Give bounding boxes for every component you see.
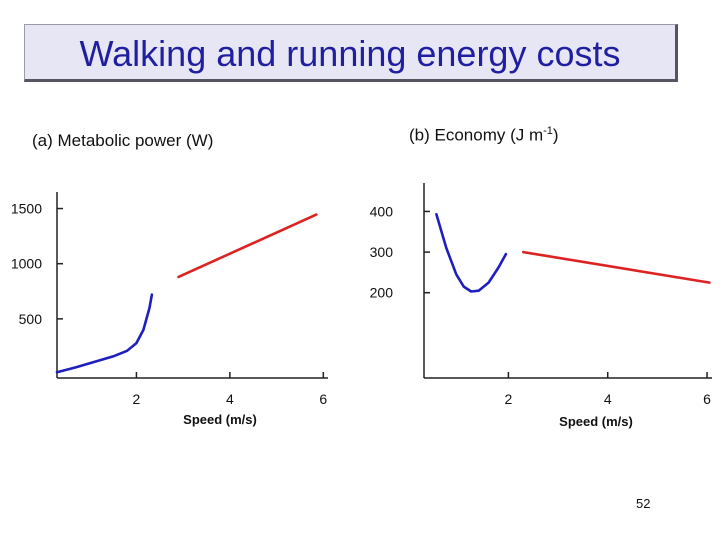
chart-b-title-sup: -1: [543, 125, 553, 137]
chart-b-x-axis-label: Speed (m/s): [559, 414, 633, 429]
chart-b-title: (b) Economy (J m-1): [409, 125, 559, 146]
chart-b-x-tick-label: 4: [604, 391, 612, 407]
chart-b-title-main: (b) Economy (J m: [409, 125, 544, 145]
chart-a-y-tick-label: 1000: [11, 256, 42, 272]
chart-b-y-tick-label: 300: [370, 244, 394, 260]
chart-b-x-tick-label: 2: [505, 391, 513, 407]
chart-b-x-tick-label: 6: [703, 391, 711, 407]
chart-a-x-axis-label: Speed (m/s): [183, 412, 257, 427]
chart-a-x-tick-label: 6: [319, 391, 327, 407]
chart-a-y-tick-label: 500: [19, 311, 43, 327]
chart-b-series-0-line: [435, 213, 508, 293]
title-box: Walking and running energy costs: [24, 24, 678, 82]
chart-b-title-end: ): [552, 125, 559, 145]
slide-title: Walking and running energy costs: [79, 33, 621, 74]
chart-a-x-tick-label: 2: [133, 391, 141, 407]
chart-b-series-1-line: [521, 250, 711, 284]
chart-a-x-tick-label: 4: [226, 391, 234, 407]
chart-a-title: (a) Metabolic power (W): [32, 131, 214, 150]
page-number: 52: [636, 496, 651, 511]
chart-b-y-tick-label: 400: [370, 203, 394, 219]
chart-a-y-tick-label: 1500: [11, 201, 42, 217]
chart-a-series-1-line: [177, 213, 318, 279]
chart-b-y-tick-label: 200: [370, 285, 394, 301]
chart-a-series-0-line: [55, 293, 154, 374]
